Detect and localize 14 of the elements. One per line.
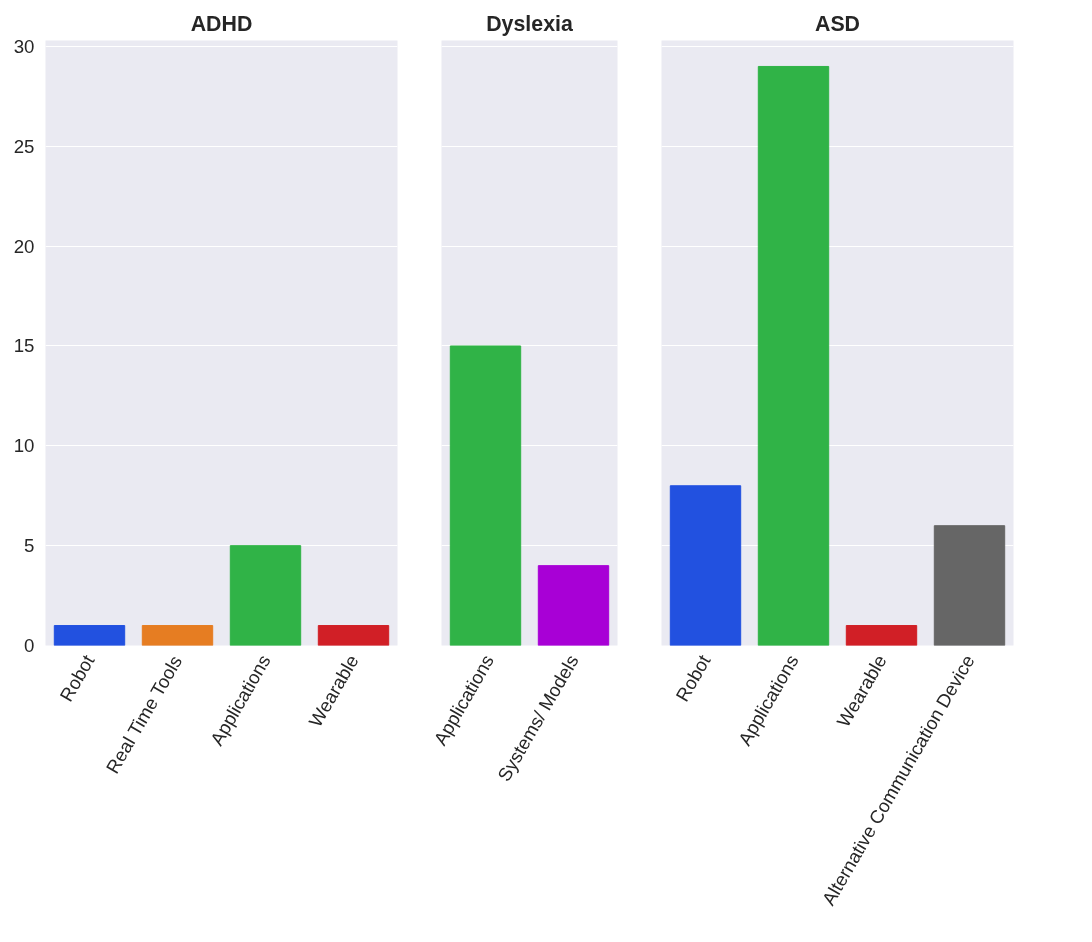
bar (845, 625, 918, 646)
chart-title: Dyslexia (486, 11, 573, 36)
y-tick-label: 10 (13, 435, 35, 457)
bar (933, 525, 1006, 646)
y-tick-label: 0 (24, 635, 35, 656)
y-tick-label: 5 (24, 535, 35, 557)
chart-title: ADHD (190, 11, 253, 36)
y-tick-label: 30 (13, 35, 35, 57)
y-tick-label: 20 (13, 235, 35, 257)
y-tick-label: 15 (13, 335, 35, 357)
bar (757, 65, 830, 646)
chart-title: ASD (814, 11, 861, 36)
y-tick-label: 25 (13, 135, 35, 157)
bar (669, 485, 742, 646)
